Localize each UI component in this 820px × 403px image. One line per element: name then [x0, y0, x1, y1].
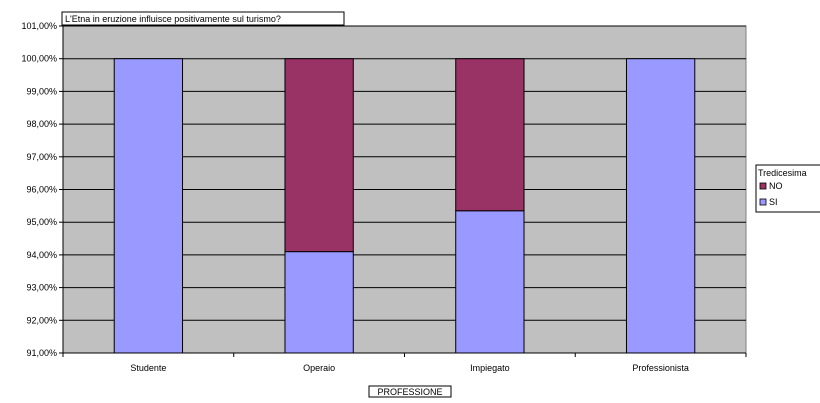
y-tick-label: 99,00% — [26, 86, 57, 96]
legend-title: Tredicesima — [758, 168, 807, 178]
y-tick-label: 91,00% — [26, 348, 57, 358]
bar-si-impiegato — [455, 210, 525, 354]
bar-no-impiegato — [455, 58, 525, 212]
x-tick-label: Impiegato — [470, 363, 510, 373]
legend-swatch-no — [759, 182, 767, 190]
bar-si-professionista — [625, 58, 696, 354]
chart-title: L'Etna in eruzione influisce positivamen… — [65, 14, 281, 24]
chart-title-box — [61, 11, 345, 26]
y-tick-label: 93,00% — [26, 283, 57, 293]
y-tick-label: 96,00% — [26, 185, 57, 195]
bar-si-operaio — [284, 251, 354, 354]
x-tick-label: Professionista — [632, 363, 689, 373]
legend-box — [755, 164, 820, 213]
legend-label-no: NO — [769, 181, 783, 191]
bar-si-studente — [113, 58, 184, 354]
y-tick-label: 101,00% — [21, 21, 57, 31]
legend-label-si: SI — [769, 197, 778, 207]
y-tick-label: 92,00% — [26, 315, 57, 325]
legend: Tredicesima NO SI — [755, 164, 820, 213]
y-tick-label: 94,00% — [26, 250, 57, 260]
y-tick-label: 95,00% — [26, 217, 57, 227]
x-tick-label: Operaio — [303, 363, 335, 373]
x-axis-title-box — [368, 385, 452, 398]
y-tick-label: 100,00% — [21, 54, 57, 64]
x-axis-title: PROFESSIONE — [377, 387, 442, 397]
bar-no-operaio — [284, 58, 354, 253]
y-tick-label: 98,00% — [26, 119, 57, 129]
legend-swatch-si — [759, 198, 767, 206]
y-tick-label: 97,00% — [26, 152, 57, 162]
x-tick-label: Studente — [130, 363, 166, 373]
